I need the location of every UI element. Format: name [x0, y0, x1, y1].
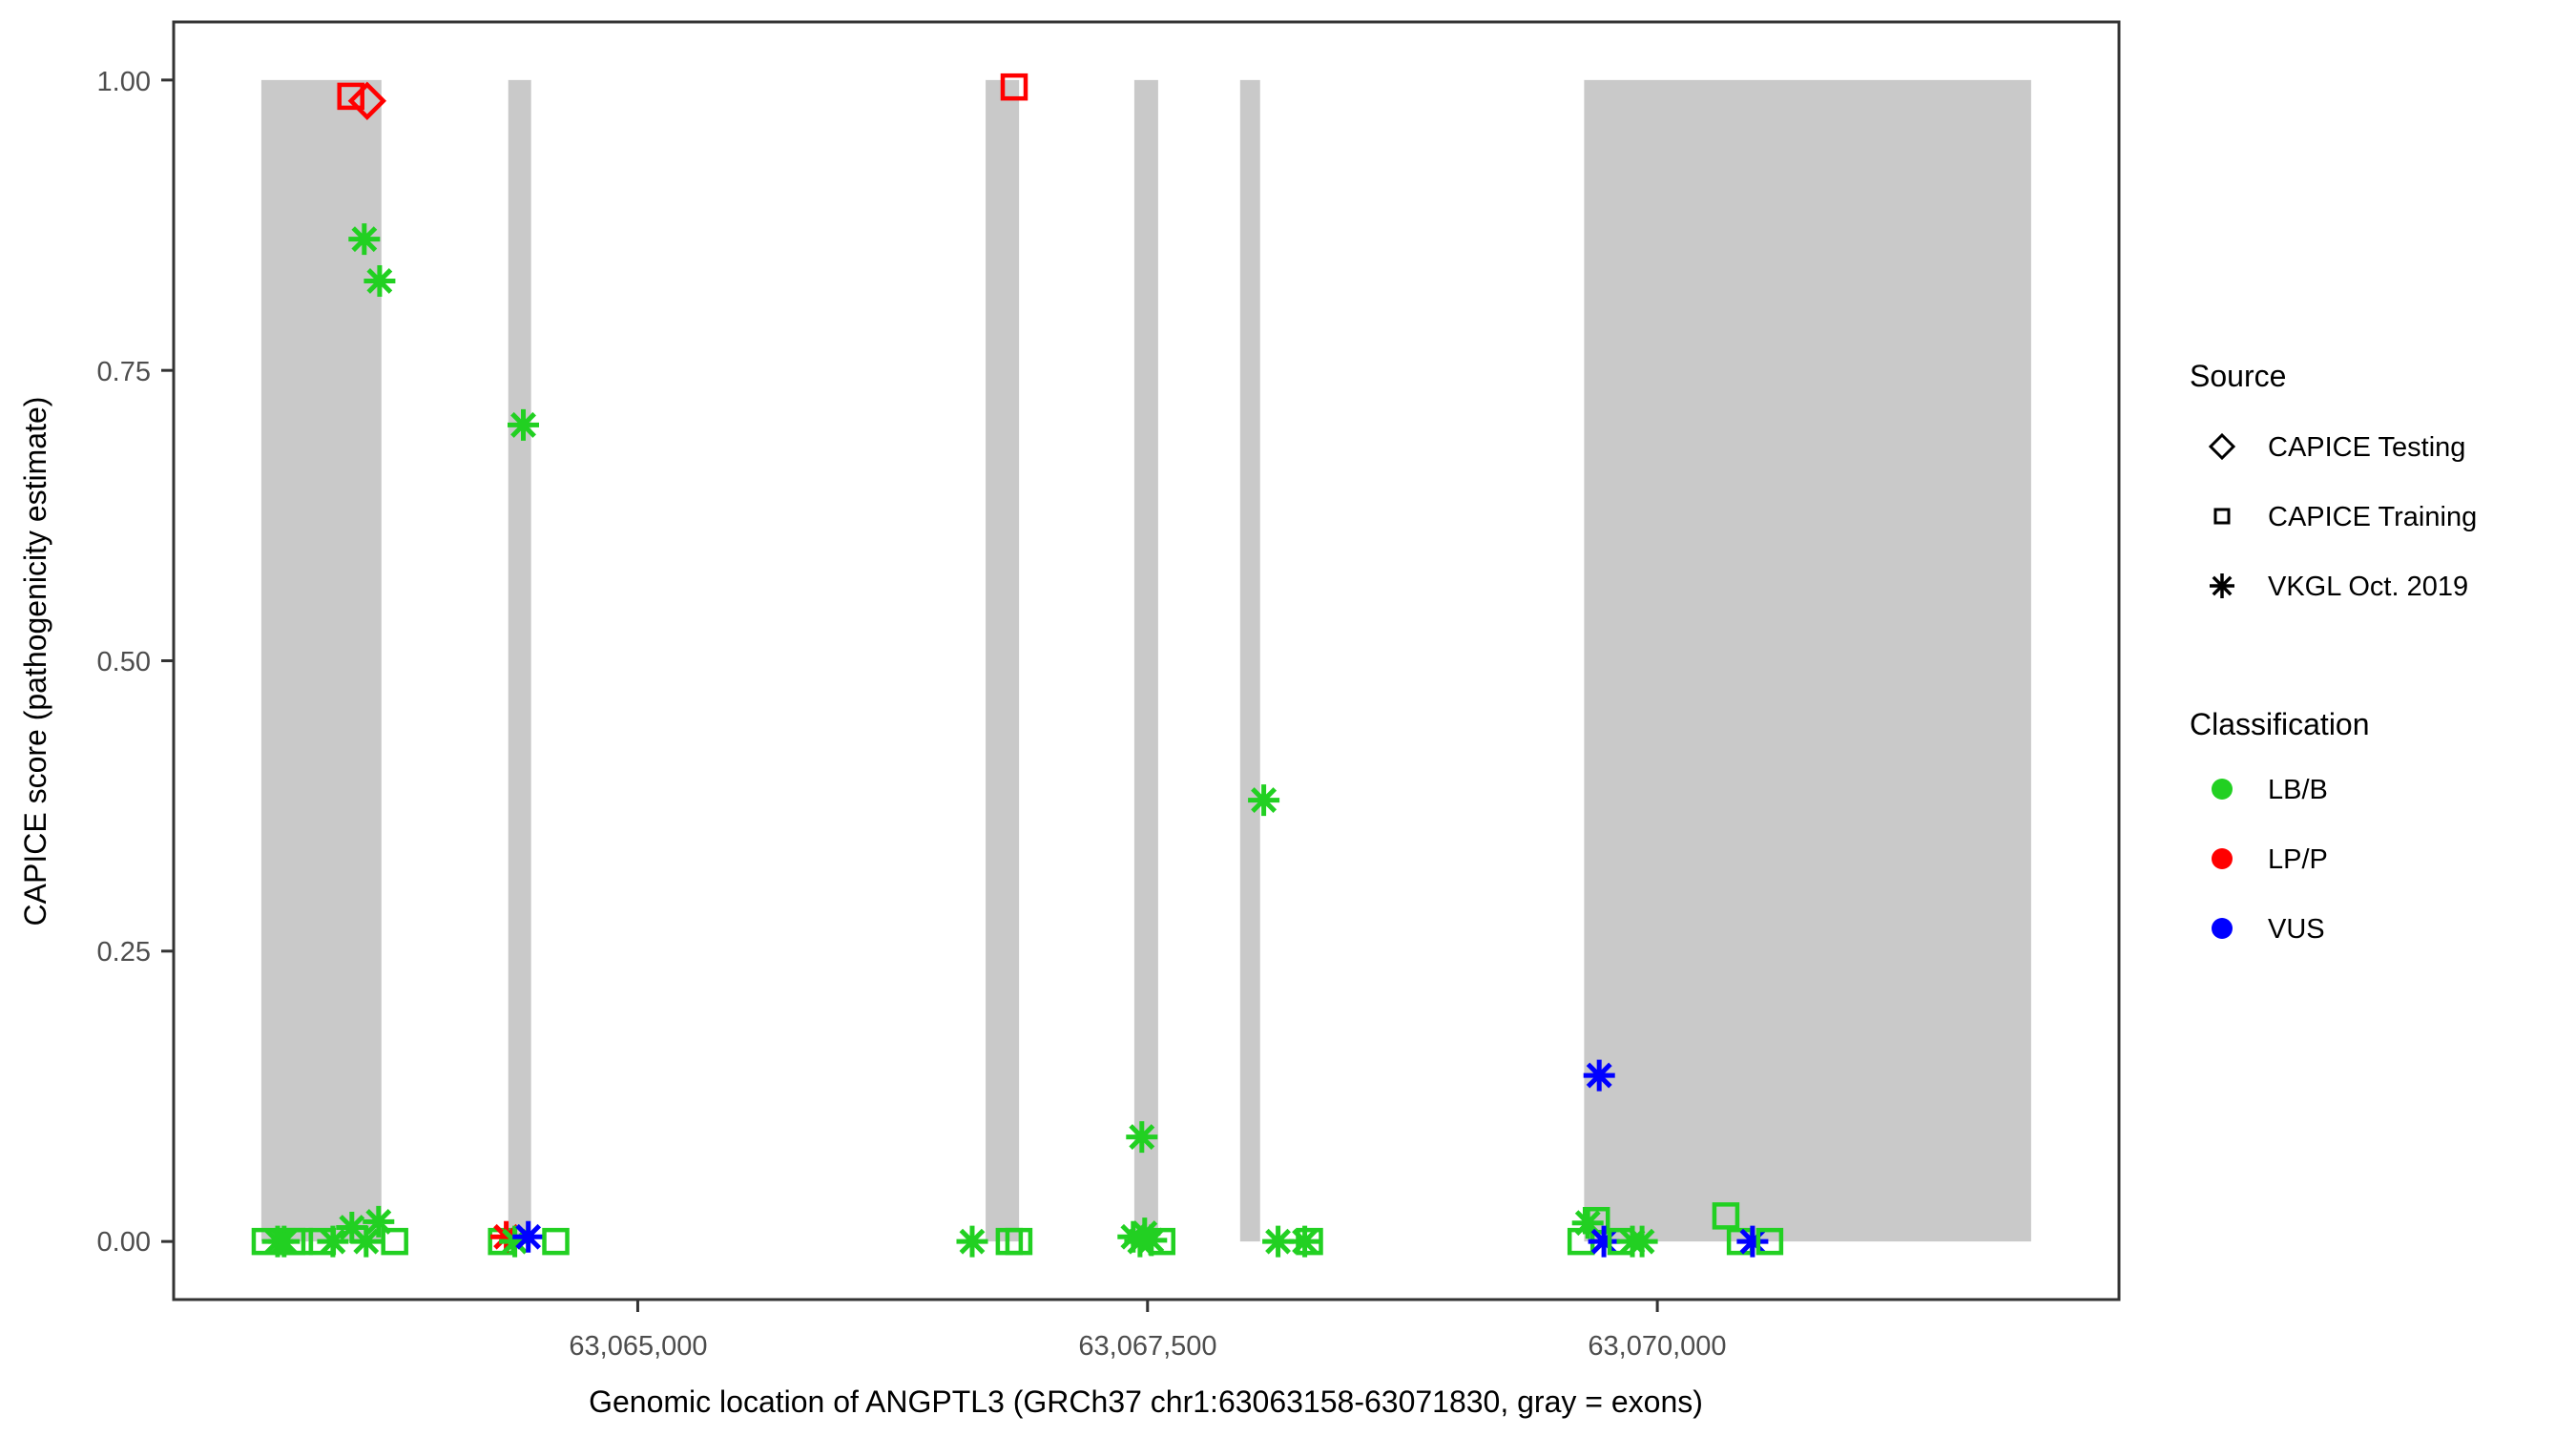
point-asterisk — [1262, 1225, 1295, 1258]
legend-source: Source CAPICE Testing CAPICE Training VK… — [2190, 359, 2477, 602]
exon-band — [1239, 79, 1260, 1242]
y-tick-label-1: 0.25 — [97, 937, 151, 968]
x-tick-label-2: 63,070,000 — [1588, 1331, 1726, 1362]
point-asterisk — [512, 1220, 545, 1253]
exon-band — [260, 79, 382, 1242]
point-asterisk — [363, 1205, 395, 1238]
point-asterisk — [1626, 1225, 1658, 1258]
legend-item-vkgl: VKGL Oct. 2019 — [2210, 572, 2468, 602]
legend-item-lpp: LP/P — [2212, 844, 2328, 875]
diamond-icon — [2208, 432, 2236, 461]
x-tick-marks — [635, 1300, 1659, 1312]
point-layer — [251, 73, 1784, 1258]
point-diamond — [347, 81, 387, 120]
y-axis-title: CAPICE score (pathogenicity estimate) — [18, 397, 52, 926]
point-asterisk — [317, 1225, 349, 1258]
y-tick-marks — [161, 78, 174, 1243]
point-asterisk — [956, 1225, 988, 1258]
point-asterisk — [507, 408, 540, 441]
point-square — [1712, 1202, 1740, 1230]
point-asterisk — [1126, 1121, 1158, 1154]
exon-band — [508, 79, 531, 1242]
legend-classification: Classification LB/B LP/P VUS — [2190, 707, 2370, 945]
x-tick-label-0: 63,065,000 — [569, 1331, 707, 1362]
plot-panel — [172, 20, 2121, 1301]
legend-item-label: LB/B — [2268, 775, 2328, 805]
point-square — [381, 1227, 408, 1256]
square-icon — [2213, 508, 2231, 525]
legend-item-label: VKGL Oct. 2019 — [2268, 572, 2468, 602]
x-axis: 63,065,000 63,067,500 63,070,000 Genomic… — [569, 1300, 1727, 1419]
point-square — [337, 82, 364, 111]
legend-item-vus: VUS — [2212, 914, 2325, 945]
legend-item-capice-testing: CAPICE Testing — [2208, 432, 2465, 463]
point-square — [542, 1227, 570, 1256]
point-asterisk — [1583, 1059, 1615, 1092]
exon-band — [1133, 79, 1158, 1242]
y-axis: 0.00 0.25 0.50 0.75 1.00 CAPICE score (p… — [18, 67, 174, 1258]
point-square — [1005, 1227, 1033, 1256]
legend-source-title: Source — [2190, 359, 2286, 393]
point-square — [1000, 73, 1028, 101]
dot-icon — [2212, 848, 2233, 869]
legend-item-label: CAPICE Training — [2268, 502, 2477, 532]
exon-band — [1584, 79, 2031, 1242]
legend-item-label: VUS — [2268, 914, 2325, 945]
exon-layer — [260, 79, 2031, 1242]
point-asterisk — [364, 264, 396, 298]
y-tick-label-4: 1.00 — [97, 67, 151, 97]
point-square — [1296, 1227, 1323, 1256]
legend-classification-title: Classification — [2190, 707, 2370, 741]
point-asterisk — [350, 1225, 383, 1258]
exon-band — [986, 79, 1020, 1242]
asterisk-icon — [2210, 573, 2234, 598]
x-tick-label-1: 63,067,500 — [1078, 1331, 1216, 1362]
y-tick-label-2: 0.50 — [97, 647, 151, 677]
point-square — [1755, 1227, 1784, 1256]
y-tick-label-0: 0.00 — [97, 1227, 151, 1258]
dot-icon — [2212, 779, 2233, 800]
legend-item-label: CAPICE Testing — [2268, 432, 2465, 463]
legend-item-capice-training: CAPICE Training — [2213, 502, 2477, 532]
legend-item-lbb: LB/B — [2212, 775, 2328, 805]
point-square — [1148, 1227, 1175, 1256]
legend-item-label: LP/P — [2268, 844, 2328, 875]
y-tick-label-3: 0.75 — [97, 357, 151, 387]
point-asterisk — [1248, 784, 1280, 817]
point-asterisk — [348, 223, 381, 256]
x-axis-title: Genomic location of ANGPTL3 (GRCh37 chr1… — [589, 1384, 1703, 1419]
dot-icon — [2212, 918, 2233, 939]
